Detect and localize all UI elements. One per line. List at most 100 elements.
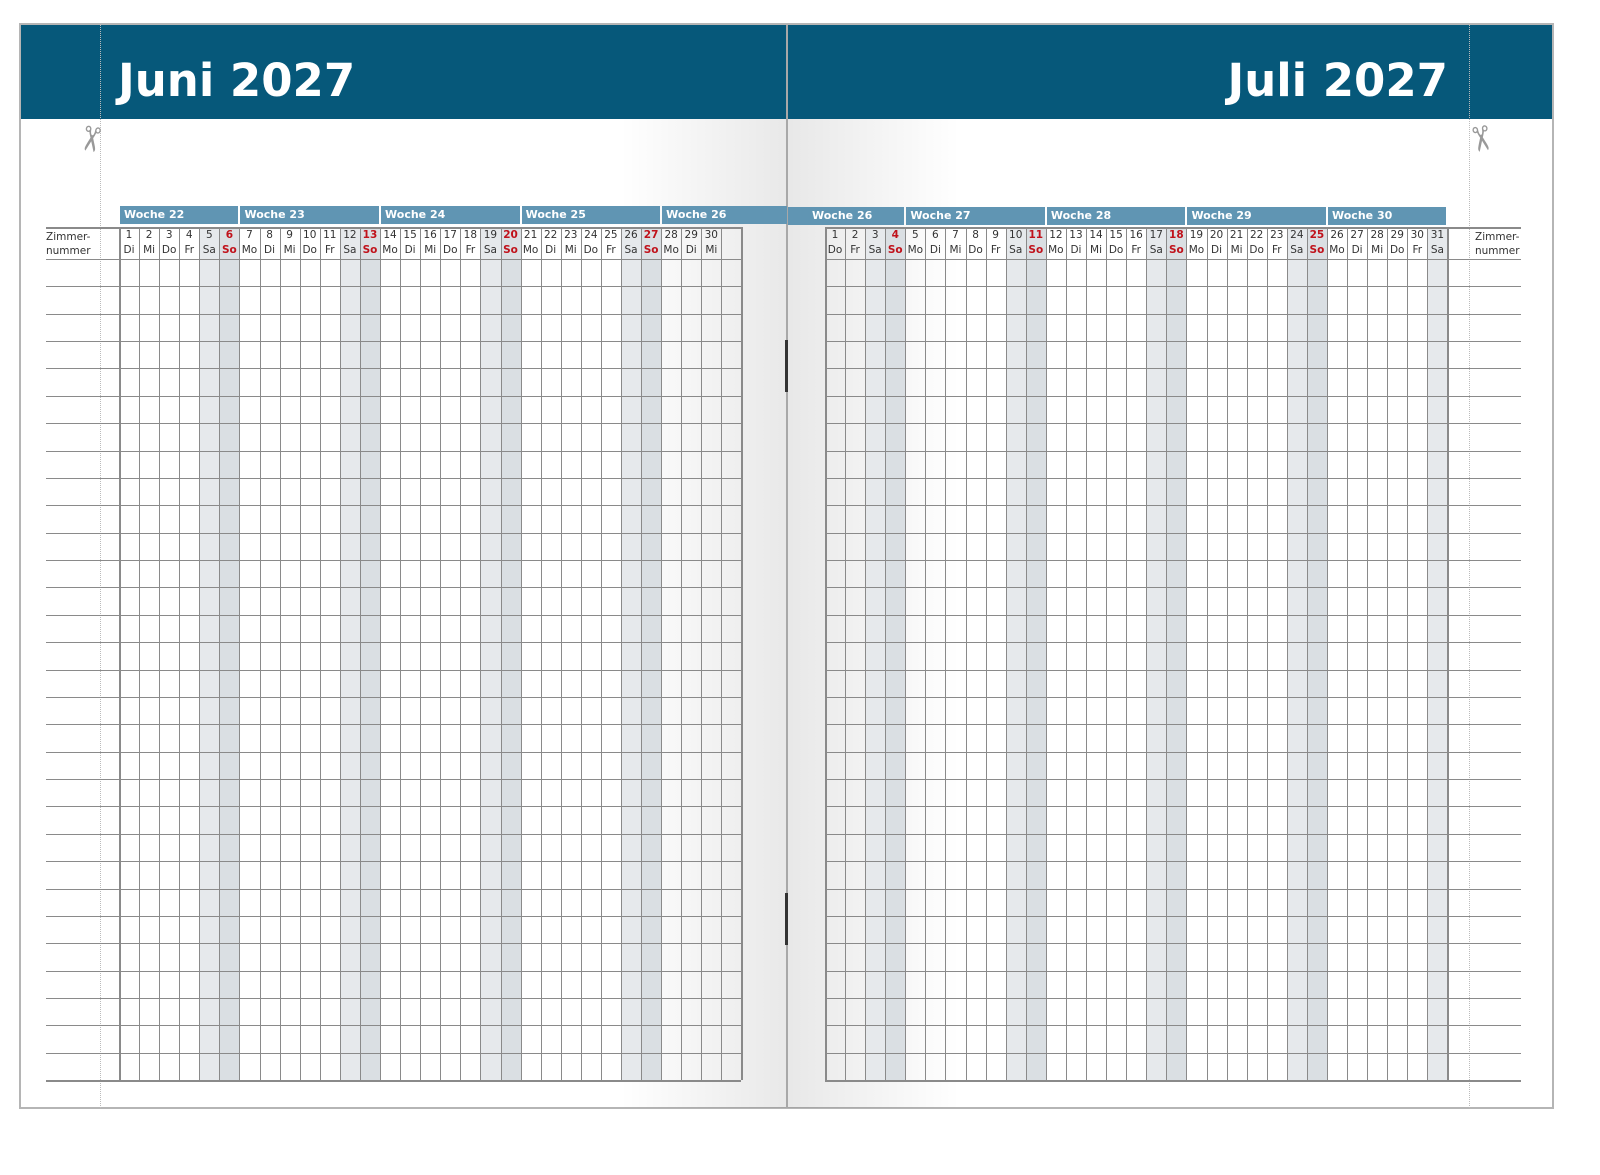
table-row[interactable] — [46, 314, 741, 341]
week-label: Woche 26 — [662, 206, 787, 224]
day-number: 3 — [871, 229, 879, 241]
table-row[interactable] — [46, 670, 741, 697]
table-row[interactable] — [46, 478, 741, 505]
table-row[interactable] — [825, 341, 1521, 368]
grid-line — [259, 227, 261, 1081]
grid-line — [825, 888, 1521, 890]
day-number: 9 — [992, 229, 999, 241]
weekday-name: Fr — [1131, 244, 1141, 256]
table-row[interactable] — [46, 697, 741, 724]
table-row[interactable] — [825, 806, 1521, 833]
table-row[interactable] — [825, 998, 1521, 1025]
day-number: 21 — [523, 229, 538, 241]
table-row[interactable] — [46, 752, 741, 779]
table-row[interactable] — [825, 834, 1521, 861]
table-row[interactable] — [46, 451, 741, 478]
grid-line — [46, 1080, 742, 1083]
weekday-name: Mo — [522, 244, 539, 256]
table-row[interactable] — [46, 560, 741, 587]
weekday-name: Do — [302, 244, 317, 256]
table-row[interactable] — [46, 642, 741, 669]
week-label: Woche 28 — [1046, 207, 1186, 225]
table-row[interactable] — [46, 615, 741, 642]
table-row[interactable] — [46, 341, 741, 368]
table-row[interactable] — [46, 505, 741, 532]
table-row[interactable] — [825, 478, 1521, 505]
table-row[interactable] — [825, 779, 1521, 806]
table-row[interactable] — [46, 971, 741, 998]
weekday-name: Fr — [850, 244, 860, 256]
day-number: 22 — [543, 229, 558, 241]
table-row[interactable] — [46, 423, 741, 450]
table-row[interactable] — [46, 916, 741, 943]
table-row[interactable] — [46, 779, 741, 806]
table-row[interactable] — [46, 259, 741, 286]
grid-line — [46, 368, 742, 370]
table-row[interactable] — [825, 724, 1521, 751]
table-row[interactable] — [825, 259, 1521, 286]
weekday-name: Mi — [949, 244, 962, 256]
table-row[interactable] — [46, 533, 741, 560]
table-row[interactable] — [46, 396, 741, 423]
table-row[interactable] — [46, 286, 741, 313]
table-row[interactable] — [825, 943, 1521, 970]
room-number-header: Zimmer-nummer — [46, 230, 91, 258]
day-number: 16 — [423, 229, 437, 241]
grid-line — [825, 450, 1521, 452]
week-label: Woche 29 — [1187, 207, 1326, 225]
grid-line — [46, 505, 742, 507]
table-row[interactable] — [825, 533, 1521, 560]
cut-line — [100, 25, 101, 1108]
grid-line — [46, 833, 742, 835]
day-number: 14 — [383, 229, 397, 241]
table-row[interactable] — [825, 587, 1521, 614]
table-row[interactable] — [46, 943, 741, 970]
table-row[interactable] — [46, 368, 741, 395]
grid-line — [1025, 227, 1027, 1081]
table-row[interactable] — [825, 615, 1521, 642]
weekday-name: Sa — [343, 244, 357, 256]
table-row[interactable] — [825, 286, 1521, 313]
weekday-name: So — [643, 244, 659, 256]
table-row[interactable] — [46, 834, 741, 861]
table-row[interactable] — [825, 642, 1521, 669]
table-row[interactable] — [825, 368, 1521, 395]
table-row[interactable] — [46, 1053, 741, 1080]
table-row[interactable] — [825, 423, 1521, 450]
table-row[interactable] — [825, 1053, 1521, 1080]
table-row[interactable] — [825, 916, 1521, 943]
table-row[interactable] — [46, 889, 741, 916]
grid-line — [825, 696, 1521, 698]
table-row[interactable] — [825, 505, 1521, 532]
table-row[interactable] — [825, 971, 1521, 998]
grid-line — [1106, 227, 1108, 1081]
grid-line — [1266, 227, 1268, 1081]
table-row[interactable] — [825, 670, 1521, 697]
table-row[interactable] — [825, 697, 1521, 724]
grid-line — [825, 642, 1521, 644]
grid-line — [825, 560, 1521, 562]
table-row[interactable] — [825, 1025, 1521, 1052]
table-row[interactable] — [825, 889, 1521, 916]
day-number: 1 — [831, 229, 839, 241]
table-row[interactable] — [825, 396, 1521, 423]
table-row[interactable] — [825, 861, 1521, 888]
table-row[interactable] — [46, 587, 741, 614]
table-row[interactable] — [825, 560, 1521, 587]
table-row[interactable] — [825, 314, 1521, 341]
weekday-name: Mi — [143, 244, 156, 256]
table-row[interactable] — [46, 998, 741, 1025]
table-row[interactable] — [825, 451, 1521, 478]
grid-line — [1447, 227, 1450, 1081]
weekday-name: Do — [583, 244, 599, 256]
table-row[interactable] — [46, 806, 741, 833]
day-number: 2 — [145, 229, 153, 241]
table-row[interactable] — [46, 724, 741, 751]
table-row[interactable] — [46, 1025, 741, 1052]
table-row[interactable] — [46, 861, 741, 888]
weekday-name: So — [222, 244, 237, 256]
table-row[interactable] — [825, 752, 1521, 779]
saturday-shade — [1286, 227, 1307, 1081]
grid-line — [520, 227, 522, 1081]
july-header-bar — [788, 25, 1552, 119]
